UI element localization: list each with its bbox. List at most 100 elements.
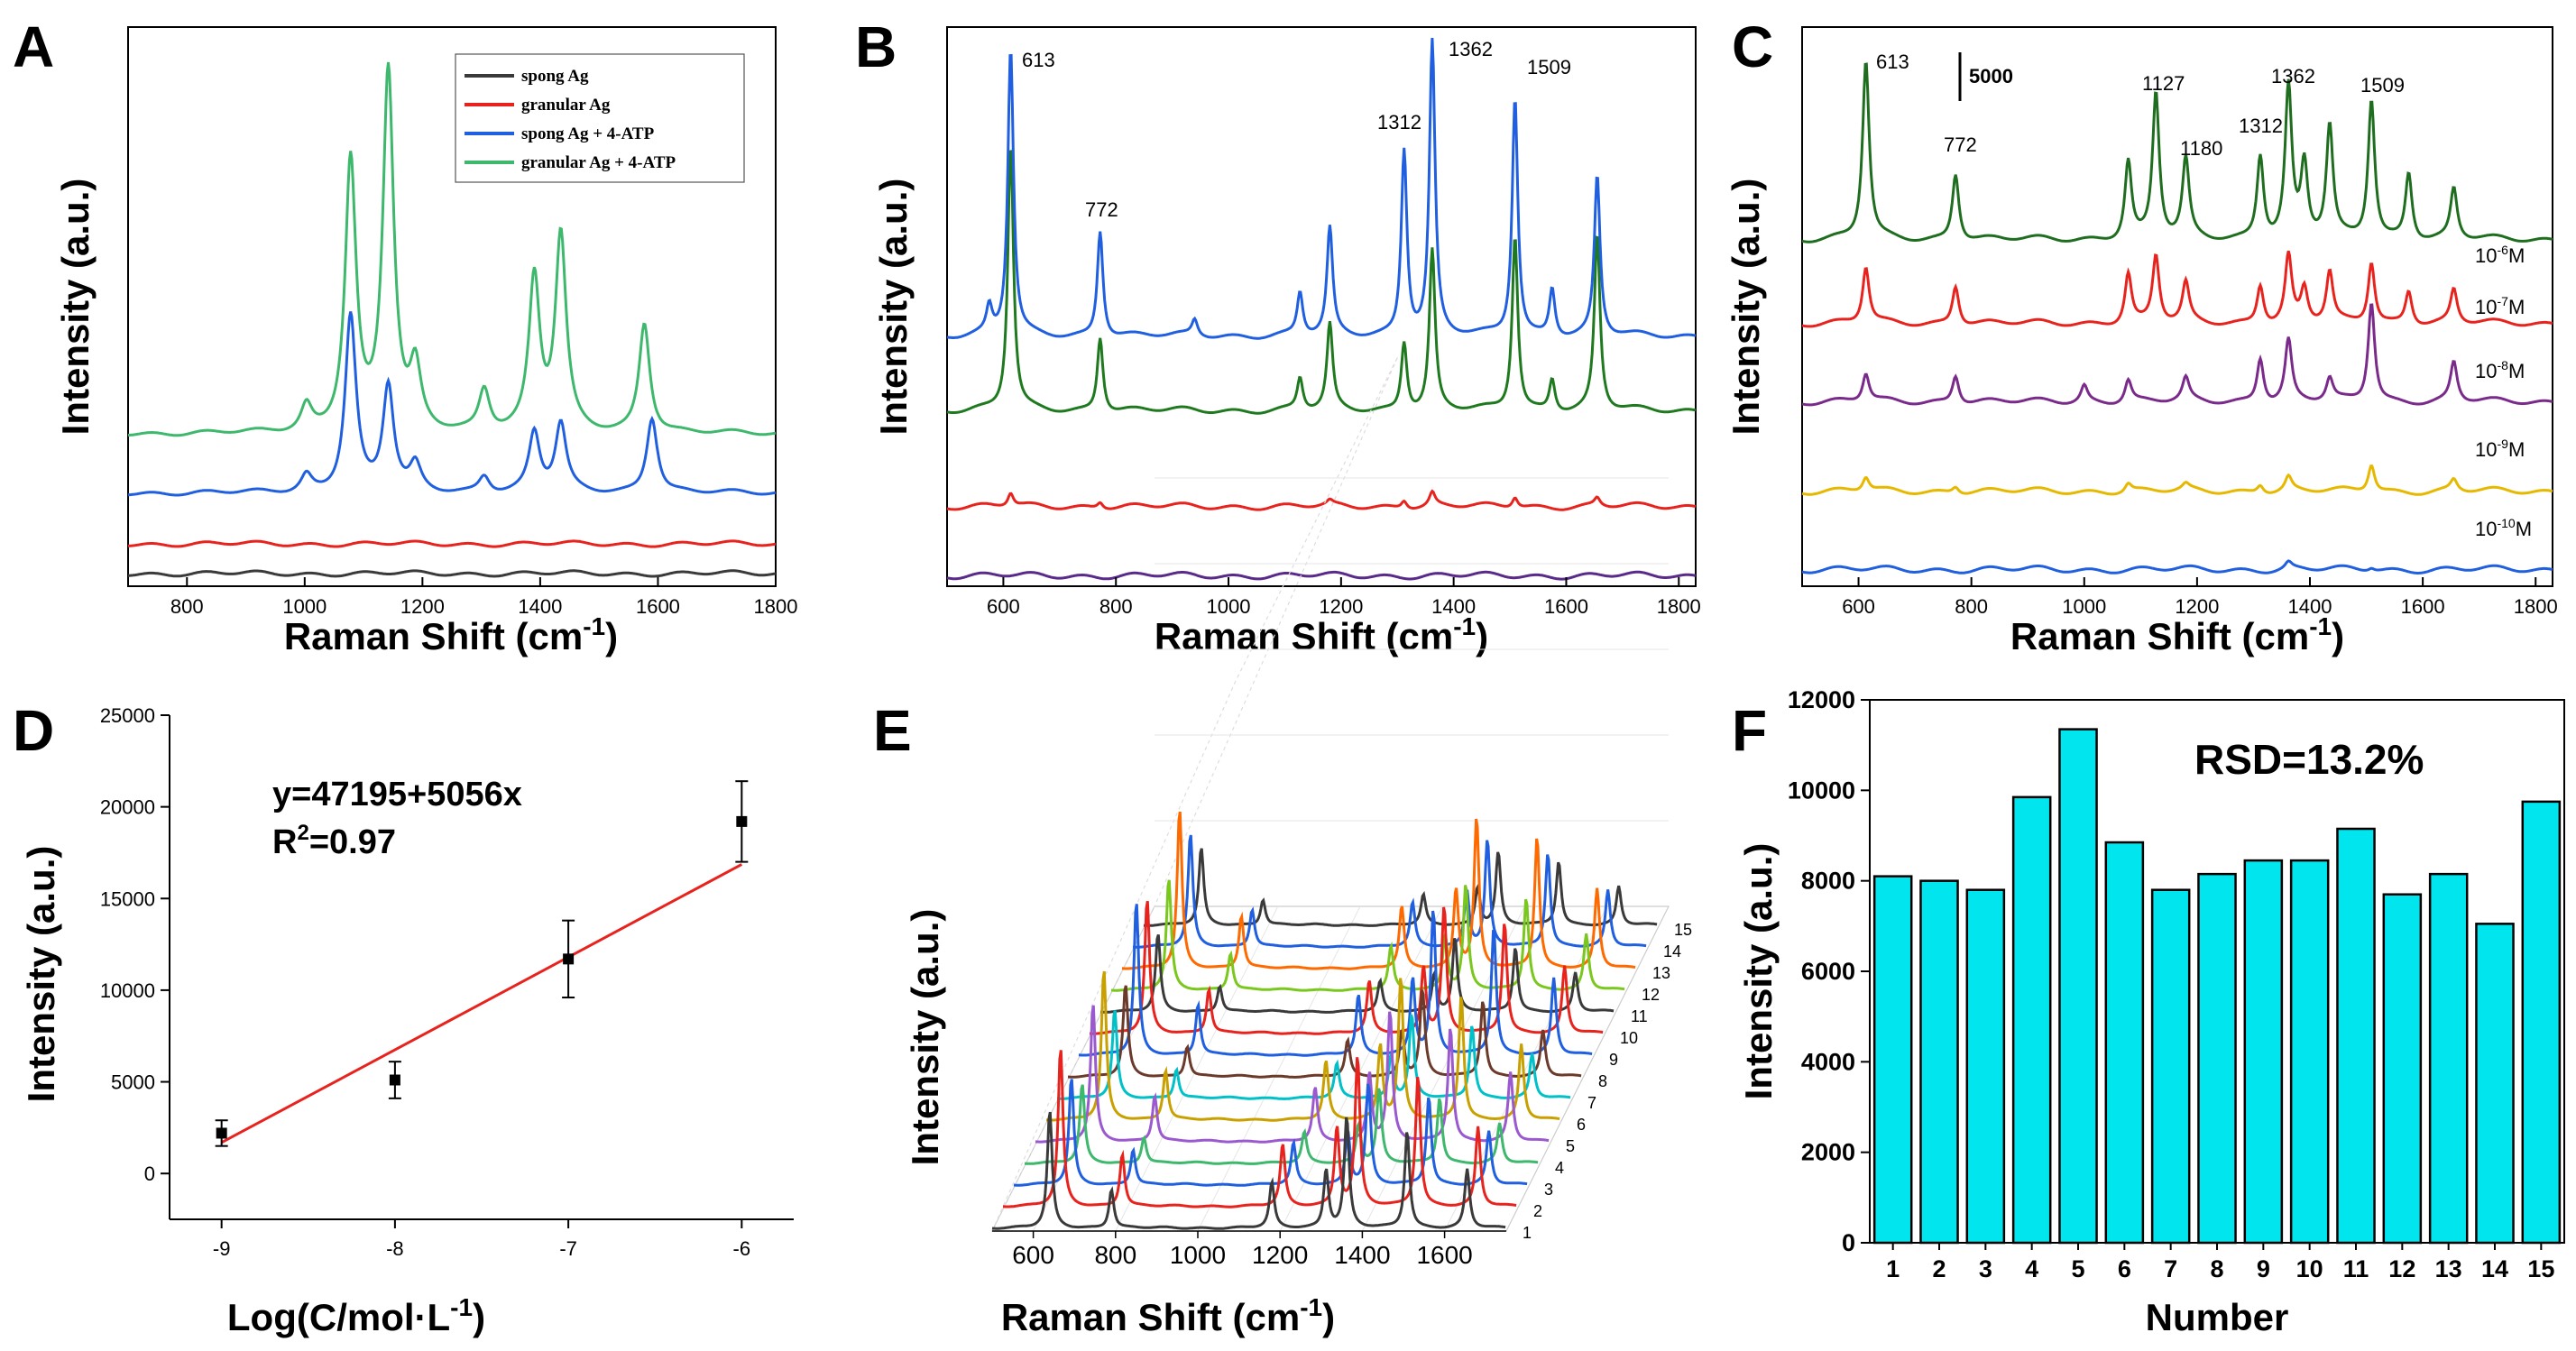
- panel-a-x-tick-label: 1800: [754, 595, 798, 618]
- panel-f-y-tick-label: 0: [1842, 1229, 1855, 1256]
- panel-e-depth-label: 11: [1631, 1007, 1648, 1025]
- bar: [2382, 893, 2423, 1245]
- panel-b-ylabel: Intensity (a.u.): [872, 179, 915, 436]
- panel-f-x-tick-label: 15: [2527, 1255, 2554, 1282]
- panel-b-x-tick-label: 600: [987, 595, 1020, 618]
- panel-b-peak-label: 772: [1085, 198, 1118, 221]
- panel-f-x-tick-label: 5: [2071, 1255, 2084, 1282]
- panel-d-x-tick-label: -6: [733, 1237, 751, 1260]
- waterfall-grid-line: [1115, 905, 1279, 1232]
- bar: [2197, 872, 2237, 1245]
- spectrum-line: [127, 539, 777, 548]
- panel-b: 600 800 1000 1200 1400 1600 1800 613 772 1312 …: [872, 26, 1701, 657]
- spectrum-line: [128, 569, 777, 578]
- panel-c-series-label: 10-8M: [2475, 358, 2525, 382]
- panel-f-x-tick-label: 12: [2388, 1255, 2415, 1282]
- panel-e-x-tick-label: 800: [1094, 1241, 1136, 1269]
- spectrum-line: [1046, 970, 1560, 1122]
- spectrum-line: [991, 1111, 1506, 1230]
- panel-e-depth-label: 10: [1620, 1029, 1638, 1047]
- panel-c-series-label: 10-10M: [2475, 516, 2532, 540]
- panel-e-depth-label: 13: [1652, 964, 1670, 982]
- spectrum-line: [1801, 559, 2553, 574]
- panel-a-x-tick-label: 1600: [636, 595, 680, 618]
- panel-b-x-tick-label: 1000: [1207, 595, 1251, 618]
- panel-d-y-tick-label: 0: [144, 1163, 155, 1185]
- panel-f-xlabel: Number: [2146, 1296, 2289, 1338]
- panel-a-ylabel: Intensity (a.u.): [54, 179, 97, 436]
- panel-c-x-tick-label: 1200: [2175, 595, 2219, 618]
- bar: [2011, 795, 2052, 1245]
- panel-d-y-tick-label: 25000: [100, 704, 155, 727]
- panel-a-frame: [127, 26, 777, 587]
- panel-c-x-tick-label: 1600: [2401, 595, 2445, 618]
- panel-e-depth-label: 15: [1674, 921, 1692, 939]
- bar: [2289, 859, 2330, 1245]
- panel-f-annotation: RSD=13.2%: [2194, 736, 2424, 783]
- legend-entry-3: spong Ag + 4-ATP: [521, 124, 655, 143]
- data-point: [216, 1127, 227, 1139]
- panel-f-x-tick-label: 2: [1932, 1255, 1946, 1282]
- panel-c-peak-label: 613: [1876, 51, 1909, 73]
- spectrum-line: [128, 61, 777, 437]
- panel-f-x-tick-label: 10: [2296, 1255, 2323, 1282]
- panel-a-x-tick-label: 1400: [518, 595, 562, 618]
- panel-c-series-label: 10-7M: [2475, 294, 2525, 318]
- panel-a-xlabel: Raman Shift (cm-1): [284, 612, 618, 657]
- spectrum-line: [946, 38, 1697, 340]
- panel-f-ylabel: Intensity (a.u.): [1737, 843, 1780, 1100]
- panel-e-x-tick-label: 1000: [1170, 1241, 1226, 1269]
- bar: [1872, 875, 1913, 1245]
- spectrum-line: [1801, 250, 2553, 328]
- panel-d: -9 -8 -7 -6 0 5000 10000 15000 20000 25000 y=4719…: [20, 704, 794, 1338]
- panel-f-x-tick-label: 3: [1979, 1255, 1992, 1282]
- panel-e-depth-label: 7: [1587, 1094, 1596, 1112]
- spectrum-line: [1132, 834, 1647, 949]
- spectrum-line: [1801, 303, 2553, 407]
- panel-b-x-tick-label: 1600: [1544, 595, 1588, 618]
- panel-d-y-tick-label: 15000: [100, 887, 155, 910]
- spectrum-line: [1801, 464, 2553, 496]
- panel-f-x-tick-label: 7: [2164, 1255, 2177, 1282]
- spectrum-line: [946, 150, 1697, 415]
- waterfall-grid-line: [1279, 905, 1443, 1232]
- panel-c-ylabel: Intensity (a.u.): [1725, 179, 1767, 436]
- panel-f-x-tick-label: 11: [2343, 1255, 2369, 1282]
- panel-d-ylabel: Intensity (a.u.): [20, 846, 62, 1103]
- panel-c-x-tick-label: 1000: [2062, 595, 2106, 618]
- panel-c-x-tick-label: 800: [1955, 595, 1988, 618]
- panel-c-peak-label: 1312: [2239, 115, 2283, 137]
- panel-f-x-tick-label: 4: [2025, 1255, 2038, 1282]
- panel-c: 600 800 1000 1200 1400 1600 1800 5000 613 772 …: [1725, 26, 2558, 657]
- panel-f: 1 2 3 4 5 6 7 8 9 10 11 12 13 14 150200040006000800010…: [1737, 686, 2565, 1338]
- panel-e-depth-label: 1: [1523, 1224, 1532, 1242]
- panel-b-peak-label: 613: [1022, 49, 1055, 71]
- panel-b-frame: [946, 26, 1697, 587]
- panel-d-y-tick-label: 20000: [100, 796, 155, 819]
- panel-a: 800 1000 1200 1400 1600 1800 spong Ag granula…: [54, 26, 798, 657]
- panel-e-x-tick-label: 1200: [1252, 1241, 1308, 1269]
- panel-a-x-tick-label: 1200: [400, 595, 445, 618]
- spectrum-line: [1121, 811, 1636, 970]
- panel-b-x-tick-label: 1800: [1657, 595, 1701, 618]
- panel-e-depth-label: 14: [1663, 942, 1681, 960]
- data-point: [736, 815, 748, 827]
- panel-f-x-tick-label: 14: [2481, 1255, 2508, 1282]
- panel-f-y-tick-label: 6000: [1801, 958, 1855, 985]
- panel-e-depth-label: 4: [1555, 1159, 1564, 1177]
- panel-label-f: F: [1732, 698, 1767, 763]
- data-point: [563, 953, 575, 965]
- panel-b-x-tick-label: 1400: [1431, 595, 1476, 618]
- panel-f-y-tick-label: 10000: [1788, 777, 1855, 804]
- data-point: [389, 1074, 400, 1086]
- panel-a-x-tick-label: 1000: [282, 595, 327, 618]
- panel-d-r-squared: R2=0.97: [272, 821, 396, 861]
- panel-e-depth-label: 5: [1566, 1137, 1575, 1155]
- panel-f-y-tick-label: 8000: [1801, 868, 1855, 895]
- panel-b-peak-label: 1509: [1527, 56, 1571, 78]
- spectrum-line: [946, 489, 1697, 511]
- bar: [2336, 827, 2376, 1245]
- panel-d-x-tick-label: -9: [213, 1237, 231, 1260]
- spectrum-line: [127, 311, 777, 497]
- panel-e-depth-label: 2: [1533, 1202, 1542, 1220]
